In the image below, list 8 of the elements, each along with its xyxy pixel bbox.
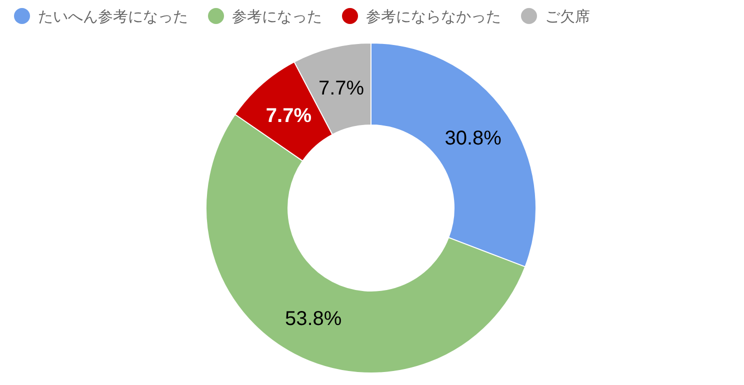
legend-label: ご欠席	[545, 8, 590, 26]
data-label: 7.7%	[318, 78, 364, 100]
data-label: 7.7%	[266, 105, 312, 128]
legend-label: 参考にならなかった	[366, 8, 501, 26]
legend-label: 参考になった	[232, 8, 322, 26]
legend-label: たいへん参考になった	[38, 8, 188, 26]
data-label: 30.8%	[444, 128, 502, 150]
data-label: 53.8%	[284, 308, 342, 330]
